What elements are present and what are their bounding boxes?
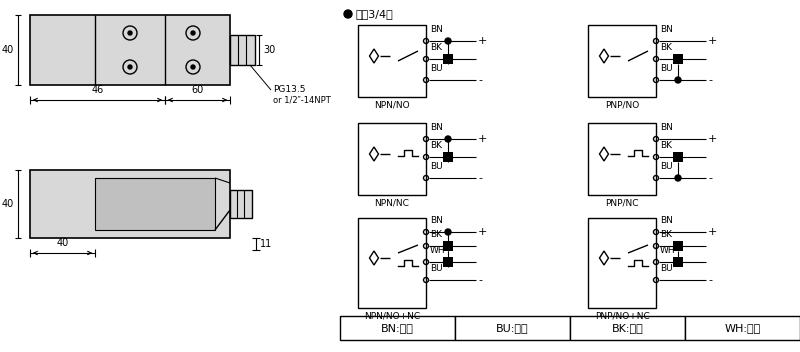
Bar [340,316,455,340]
Bar [588,123,656,195]
Bar [588,218,656,308]
Text: +: + [478,227,487,237]
Bar [230,35,255,65]
Text: BN: BN [430,216,443,225]
Text: PG13.5: PG13.5 [273,86,306,94]
Text: -: - [708,75,712,85]
Text: BK: BK [430,141,442,150]
Circle shape [191,31,195,35]
Bar [570,316,685,340]
Text: BN:棕色: BN:棕色 [381,323,414,333]
Circle shape [128,65,132,69]
Circle shape [128,31,132,35]
Bar [673,241,683,251]
Circle shape [445,38,451,44]
Bar [358,123,426,195]
Text: -: - [478,75,482,85]
Text: +: + [478,134,487,144]
Bar [358,218,426,308]
Text: 60: 60 [191,85,204,95]
Text: BK:黑色: BK:黑色 [612,323,643,333]
Text: BK: BK [660,43,672,52]
Text: BN: BN [430,25,443,34]
Text: +: + [478,36,487,46]
Bar [673,257,683,267]
Text: 40: 40 [2,199,14,209]
Text: -: - [708,275,712,285]
Bar [95,178,215,230]
Bar [30,170,230,238]
Bar [673,54,683,64]
Text: 11: 11 [260,239,272,249]
Text: BU: BU [430,64,442,73]
Text: PNP/NO: PNP/NO [605,101,639,109]
Text: -: - [708,173,712,183]
Bar [443,54,453,64]
Text: PNP/NC: PNP/NC [606,199,638,207]
Text: WH:白色: WH:白色 [724,323,761,333]
Circle shape [191,65,195,69]
Text: BN: BN [430,123,443,132]
Circle shape [675,259,681,265]
Bar [30,15,230,85]
Text: BU: BU [430,162,442,171]
Bar [673,152,683,162]
Bar [443,241,453,251]
Text: 40: 40 [56,238,69,248]
Circle shape [675,77,681,83]
Text: BN: BN [660,25,673,34]
Text: BK: BK [660,141,672,150]
Text: BU: BU [430,264,442,273]
Text: -: - [478,275,482,285]
Text: BU: BU [660,162,673,171]
Text: BU: BU [660,264,673,273]
Bar [443,257,453,267]
Text: WH: WH [430,246,446,255]
Bar [455,316,570,340]
Text: BK: BK [430,230,442,239]
Text: PNP/NO+NC: PNP/NO+NC [594,312,650,321]
Text: 46: 46 [91,85,104,95]
Text: BN: BN [660,123,673,132]
Text: +: + [708,134,718,144]
Text: BN: BN [660,216,673,225]
Bar [685,316,800,340]
Text: NPN/NO+NC: NPN/NO+NC [364,312,420,321]
Text: 直涁3/4线: 直涁3/4线 [356,9,394,19]
Text: or 1/2″-14NPT: or 1/2″-14NPT [273,95,330,105]
Text: 30: 30 [263,45,275,55]
Bar [588,25,656,97]
Text: BK: BK [430,43,442,52]
Text: +: + [708,227,718,237]
Bar [230,190,252,218]
Bar [443,152,453,162]
Text: BK: BK [660,230,672,239]
Text: +: + [708,36,718,46]
Circle shape [675,175,681,181]
Text: BU: BU [660,64,673,73]
Text: -: - [478,173,482,183]
Text: 40: 40 [2,45,14,55]
Bar [358,25,426,97]
Text: BU:兰色: BU:兰色 [496,323,529,333]
Circle shape [344,10,352,18]
Circle shape [445,229,451,235]
Circle shape [445,136,451,142]
Text: NPN/NC: NPN/NC [374,199,410,207]
Text: NPN/NO: NPN/NO [374,101,410,109]
Text: WH: WH [660,246,676,255]
